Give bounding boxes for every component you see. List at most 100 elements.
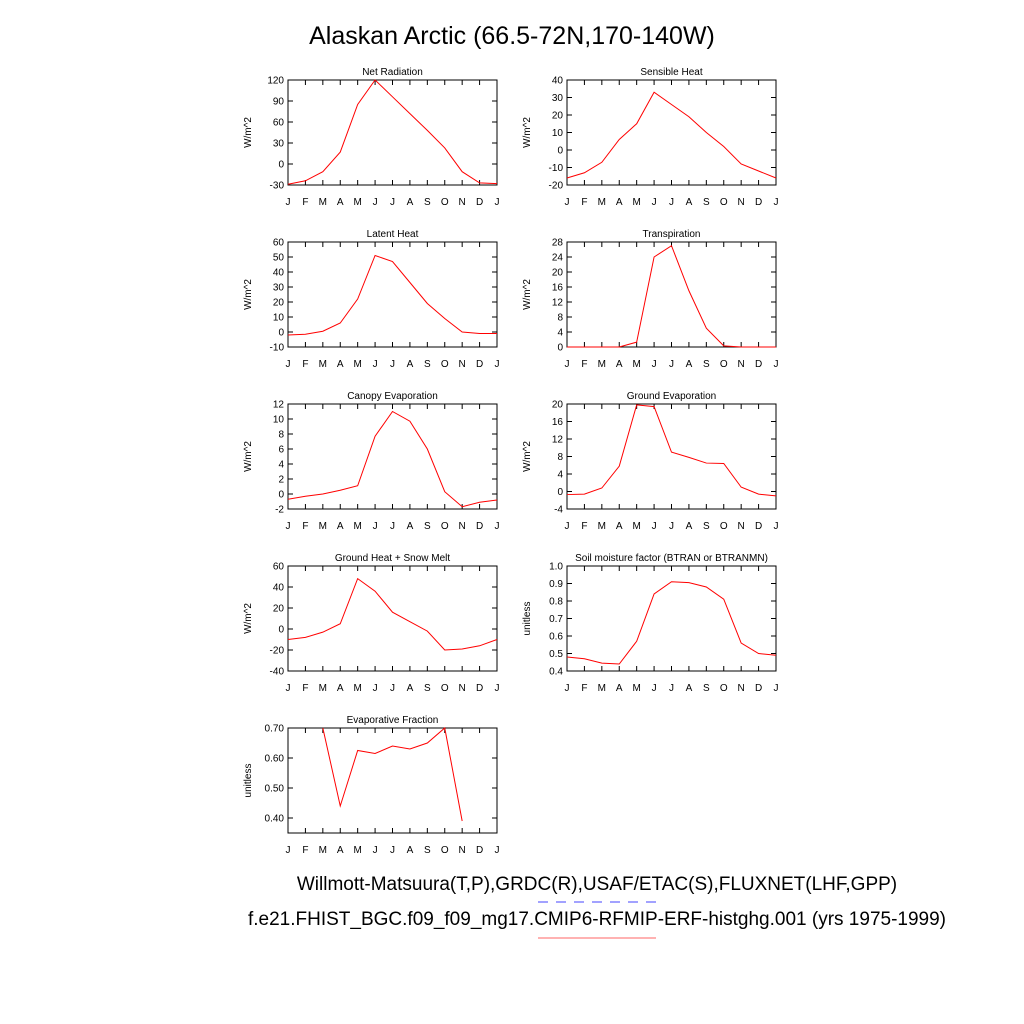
panel-title: Latent Heat (367, 229, 419, 240)
y-tick-label: 24 (552, 253, 564, 264)
y-tick-label: 0.70 (265, 724, 285, 735)
x-tick-label: M (353, 521, 361, 532)
x-tick-label: N (459, 359, 466, 370)
y-tick-label: 0 (557, 343, 563, 354)
x-tick-label: N (459, 845, 466, 856)
y-axis-label: W/m^2 (243, 441, 254, 472)
data-line (322, 727, 463, 822)
x-tick-label: S (703, 683, 710, 694)
x-tick-label: J (774, 683, 779, 694)
y-tick-label: 0 (557, 487, 563, 498)
x-tick-label: O (720, 359, 728, 370)
x-tick-label: A (407, 521, 414, 532)
x-tick-label: M (319, 521, 327, 532)
y-tick-label: 0.40 (265, 814, 285, 825)
data-line (566, 581, 777, 665)
x-tick-label: J (373, 521, 378, 532)
y-tick-label: -20 (270, 646, 285, 657)
y-tick-label: 0 (557, 146, 563, 157)
x-tick-label: A (337, 197, 344, 208)
panel-title: Ground Heat + Snow Melt (335, 553, 451, 564)
y-tick-label: 16 (552, 283, 564, 294)
y-tick-label: 8 (278, 430, 284, 441)
x-tick-label: A (686, 521, 693, 532)
x-tick-label: F (581, 197, 587, 208)
y-tick-label: 4 (557, 328, 563, 339)
panel-title: Sensible Heat (640, 67, 702, 78)
x-tick-label: D (755, 197, 762, 208)
data-line (566, 404, 777, 497)
x-tick-label: S (424, 197, 431, 208)
x-tick-label: D (476, 521, 483, 532)
x-tick-label: J (286, 197, 291, 208)
x-tick-label: O (441, 845, 449, 856)
y-tick-label: 12 (273, 400, 285, 411)
x-tick-label: J (286, 359, 291, 370)
x-tick-label: D (476, 683, 483, 694)
x-tick-label: M (353, 683, 361, 694)
y-axis-label: W/m^2 (522, 279, 533, 310)
x-tick-label: F (302, 521, 308, 532)
x-tick-label: M (598, 197, 606, 208)
panel-title: Transpiration (643, 229, 701, 240)
data-line (566, 91, 777, 179)
y-tick-label: 60 (273, 562, 285, 573)
x-tick-label: F (581, 521, 587, 532)
x-tick-label: A (337, 845, 344, 856)
x-tick-label: M (319, 845, 327, 856)
x-tick-label: A (686, 359, 693, 370)
panel-title: Evaporative Fraction (347, 715, 439, 726)
y-tick-label: 40 (552, 76, 564, 87)
x-tick-label: J (774, 521, 779, 532)
x-tick-label: J (652, 359, 657, 370)
x-tick-label: N (459, 683, 466, 694)
panel-title: Soil moisture factor (BTRAN or BTRANMN) (575, 553, 768, 564)
data-line (287, 577, 498, 651)
y-tick-label: 12 (552, 435, 564, 446)
x-tick-label: J (390, 683, 395, 694)
x-tick-label: J (390, 521, 395, 532)
x-tick-label: S (424, 845, 431, 856)
x-tick-label: S (703, 197, 710, 208)
x-tick-label: N (738, 359, 745, 370)
x-tick-label: A (407, 683, 414, 694)
x-tick-label: J (495, 845, 500, 856)
y-tick-label: 50 (273, 253, 285, 264)
x-tick-label: M (598, 521, 606, 532)
x-tick-label: F (581, 683, 587, 694)
plot-frame (566, 241, 777, 348)
y-tick-label: 10 (273, 415, 285, 426)
x-tick-label: A (407, 197, 414, 208)
x-tick-label: J (652, 683, 657, 694)
y-tick-label: 0 (278, 328, 284, 339)
footer-line: Willmott-Matsuura(T,P),GRDC(R),USAF/ETAC… (297, 874, 897, 895)
y-tick-label: 0.60 (265, 754, 285, 765)
x-tick-label: M (632, 197, 640, 208)
plot-frame (287, 79, 498, 186)
x-tick-label: A (686, 683, 693, 694)
y-tick-label: -20 (549, 181, 564, 192)
x-tick-label: M (353, 359, 361, 370)
x-tick-label: F (302, 197, 308, 208)
data-line (287, 79, 498, 185)
x-tick-label: J (669, 521, 674, 532)
x-tick-label: J (286, 845, 291, 856)
y-axis-label: unitless (522, 602, 533, 636)
y-tick-label: 40 (273, 583, 285, 594)
x-tick-label: S (424, 359, 431, 370)
plot-frame (287, 727, 498, 834)
y-tick-label: 20 (552, 400, 564, 411)
x-tick-label: J (373, 845, 378, 856)
y-axis-label: unitless (243, 764, 254, 798)
y-tick-label: 0 (278, 160, 284, 171)
x-tick-label: J (373, 197, 378, 208)
x-tick-label: J (669, 359, 674, 370)
y-tick-label: 30 (273, 283, 285, 294)
y-tick-label: -4 (554, 505, 563, 516)
x-tick-label: J (373, 683, 378, 694)
x-tick-label: A (616, 197, 623, 208)
x-tick-label: A (337, 359, 344, 370)
x-tick-label: O (720, 521, 728, 532)
x-tick-label: J (495, 197, 500, 208)
